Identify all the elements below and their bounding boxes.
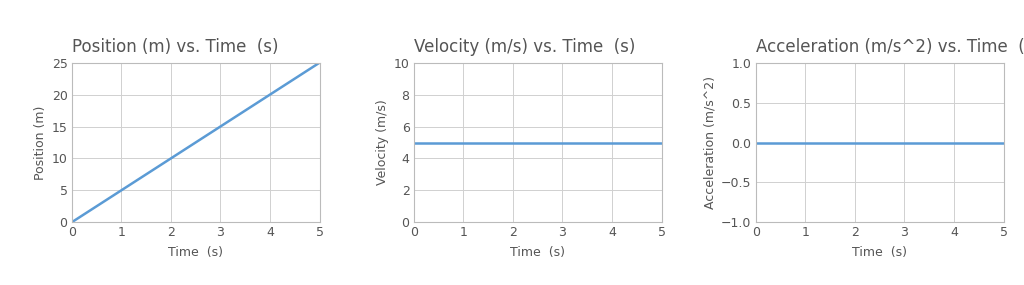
X-axis label: Time  (s): Time (s)	[510, 247, 565, 259]
Text: Position (m) vs. Time  (s): Position (m) vs. Time (s)	[72, 38, 279, 56]
Y-axis label: Position (m): Position (m)	[35, 105, 47, 180]
X-axis label: Time  (s): Time (s)	[852, 247, 907, 259]
Text: Velocity (m/s) vs. Time  (s): Velocity (m/s) vs. Time (s)	[414, 38, 635, 56]
X-axis label: Time  (s): Time (s)	[168, 247, 223, 259]
Y-axis label: Acceleration (m/s^2): Acceleration (m/s^2)	[703, 76, 717, 209]
Y-axis label: Velocity (m/s): Velocity (m/s)	[377, 100, 389, 185]
Text: Acceleration (m/s^2) vs. Time  (s): Acceleration (m/s^2) vs. Time (s)	[756, 38, 1024, 56]
